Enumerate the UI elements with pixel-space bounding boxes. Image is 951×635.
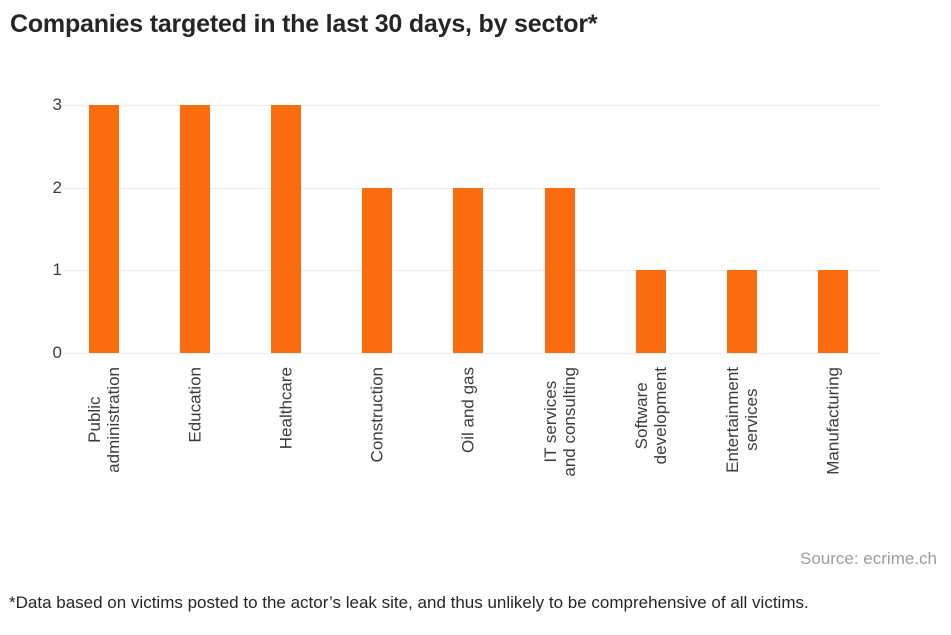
y-tick-label-2: 2 (52, 178, 62, 197)
x-category-label-education: Education (185, 367, 205, 443)
x-category-label-construction: Construction (367, 367, 387, 463)
y-tick-label-0: 0 (52, 343, 62, 362)
x-category-label-software-development: Software development (632, 367, 670, 465)
bar-oil-and-gas (453, 188, 483, 353)
chart-title: Companies targeted in the last 30 days, … (10, 10, 598, 38)
bar-public-administration (89, 105, 119, 353)
bar-education (180, 105, 210, 353)
x-category-label-public-administration: Public administration (85, 367, 123, 473)
bar-it-services-and-consulting (545, 188, 575, 353)
bar-manufacturing (818, 270, 848, 353)
bar-healthcare (271, 105, 301, 353)
bar-software-development (636, 270, 666, 353)
y-tick-label-1: 1 (52, 260, 62, 279)
gridline-y0 (65, 353, 881, 354)
x-category-label-it-services-and-consulting: IT services and consulting (541, 367, 579, 477)
plot-area: 0 1 2 3 Public administration Education Healt… (52, 95, 881, 477)
bar-entertainment-services (727, 270, 757, 353)
footnote: *Data based on victims posted to the act… (9, 593, 809, 612)
x-category-label-healthcare: Healthcare (276, 367, 296, 450)
bar-construction (362, 188, 392, 353)
x-category-label-entertainment-services: Entertainment services (723, 367, 761, 473)
source-credit: Source: ecrime.ch (800, 549, 937, 568)
y-tick-label-3: 3 (52, 95, 62, 114)
x-category-label-manufacturing: Manufacturing (823, 367, 843, 475)
gridline-y3 (65, 105, 881, 106)
x-category-label-oil-and-gas: Oil and gas (458, 367, 478, 453)
